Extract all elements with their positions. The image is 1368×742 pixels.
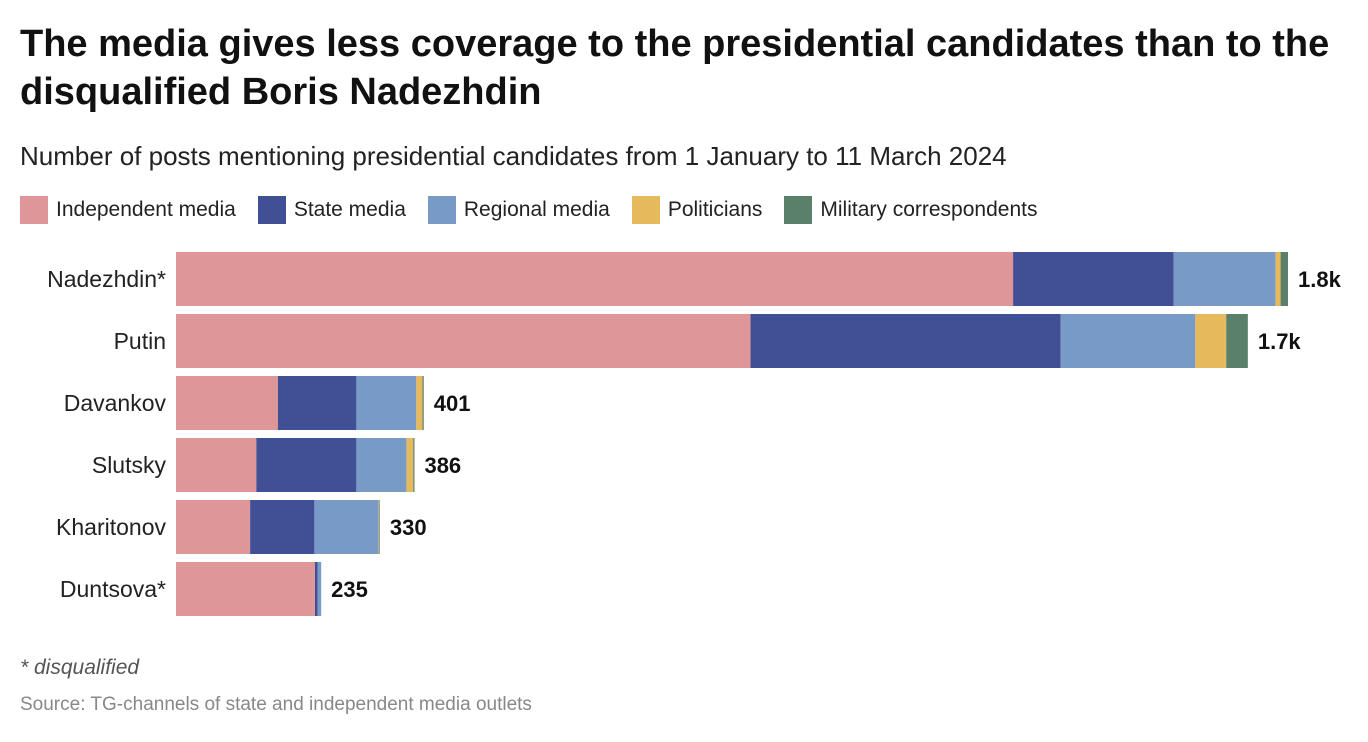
bar-segment-state-media-nadezhdin: [1013, 252, 1174, 306]
total-label: 1.7k: [1258, 329, 1302, 354]
bar-segment-politicians-kharitonov: [378, 500, 380, 554]
bar-segment-politicians-slutsky: [406, 438, 414, 492]
category-label: Putin: [114, 328, 166, 354]
legend-item-state-media: State media: [257, 196, 406, 224]
legend-swatch: [20, 196, 48, 224]
category-label: Kharitonov: [56, 514, 166, 540]
bar-segment-state-media-duntsova: [315, 562, 318, 616]
bar-segment-independent-media-duntsova: [176, 562, 315, 616]
bar-segment-regional-media-davankov: [356, 376, 417, 430]
source-note: Source: TG-channels of state and indepen…: [20, 694, 532, 715]
legend-swatch: [257, 196, 286, 224]
bar-segment-politicians-putin: [1195, 314, 1227, 368]
bar-segment-independent-media-slutsky: [176, 438, 257, 492]
chart-subtitle: Number of posts mentioning presidential …: [20, 141, 1007, 171]
legend-label: Politicians: [667, 198, 763, 221]
category-label: Duntsova*: [60, 576, 166, 602]
legend-label: Independent media: [56, 198, 236, 221]
footnote: * disqualified: [20, 656, 140, 679]
bar-segment-politicians-davankov: [416, 376, 423, 430]
category-label: Slutsky: [92, 452, 167, 478]
bar-segment-independent-media-nadezhdin: [176, 252, 1014, 306]
bar-segment-independent-media-kharitonov: [176, 500, 251, 554]
bar-segment-military-correspondents-slutsky: [413, 438, 415, 492]
bar-segment-military-correspondents-kharitonov: [379, 500, 380, 554]
bar-segment-regional-media-slutsky: [356, 438, 407, 492]
legend-swatch: [784, 196, 813, 224]
legend-swatch: [427, 196, 456, 224]
legend: Independent media State media Regional m…: [20, 196, 1059, 224]
total-label: 1.8k: [1298, 267, 1342, 292]
chart-title: The media gives less coverage to the pre…: [20, 23, 1330, 113]
total-label: 235: [331, 577, 368, 602]
bar-segment-regional-media-putin: [1060, 314, 1196, 368]
stacked-bar-chart: Nadezhdin* 1.8k Putin 1.7k Davankov 401 Slutsk…: [47, 252, 1342, 616]
bar-segment-regional-media-duntsova: [317, 562, 322, 616]
bar-segment-politicians-nadezhdin: [1275, 252, 1281, 306]
legend-item-regional-media: Regional media: [427, 196, 610, 224]
category-label: Davankov: [64, 390, 167, 416]
total-label: 401: [434, 391, 471, 416]
total-label: 330: [390, 515, 427, 540]
legend-swatch: [631, 196, 660, 224]
legend-item-politicians: Politicians: [631, 196, 763, 224]
legend-label: Military correspondents: [820, 198, 1038, 221]
bar-segment-independent-media-davankov: [176, 376, 278, 430]
category-label: Nadezhdin*: [47, 266, 166, 292]
legend-item-military-correspondents: Military correspondents: [784, 196, 1037, 224]
bar-segment-regional-media-nadezhdin: [1173, 252, 1276, 306]
bar-segment-state-media-davankov: [277, 376, 357, 430]
bar-segment-military-correspondents-davankov: [422, 376, 424, 430]
bar-segment-state-media-slutsky: [256, 438, 357, 492]
total-label: 386: [424, 453, 461, 478]
legend-label: Regional media: [463, 198, 610, 221]
bar-segment-military-correspondents-nadezhdin: [1280, 252, 1288, 306]
bar-segment-state-media-putin: [750, 314, 1061, 368]
legend-item-independent-media: Independent media: [20, 196, 236, 224]
legend-label: State media: [293, 198, 406, 221]
bar-segment-independent-media-putin: [176, 314, 751, 368]
bar-segment-state-media-kharitonov: [250, 500, 315, 554]
bar-segment-military-correspondents-putin: [1226, 314, 1248, 368]
bar-segment-regional-media-kharitonov: [314, 500, 379, 554]
